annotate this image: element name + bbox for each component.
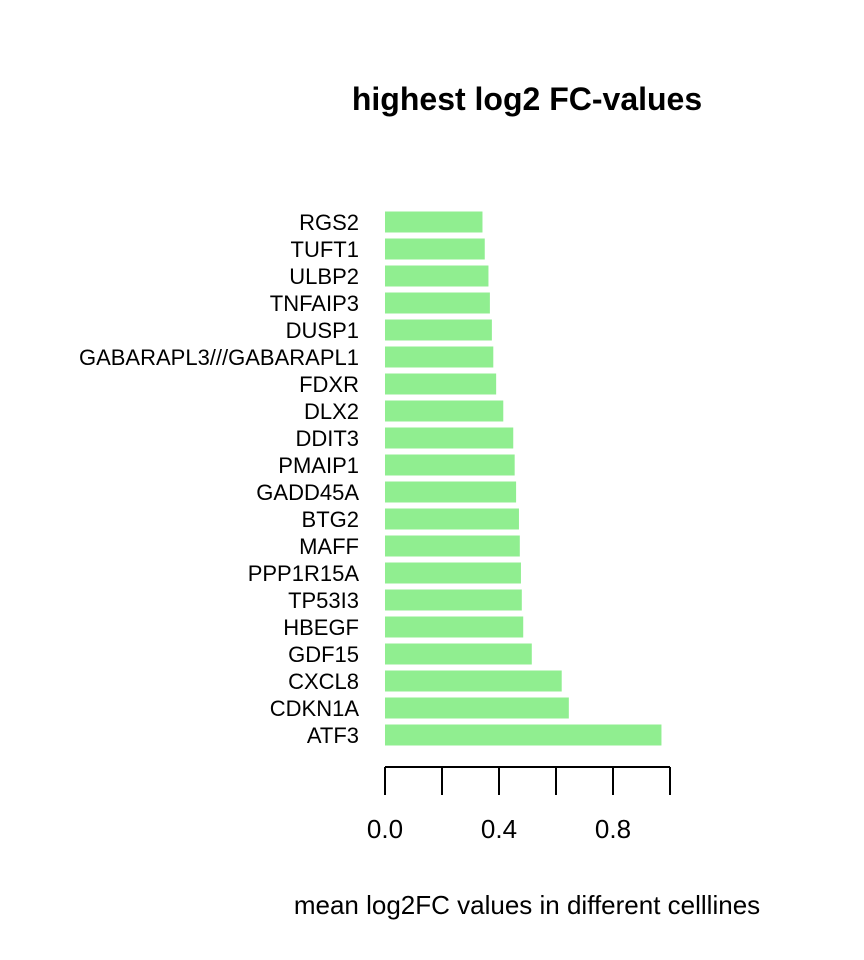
bar-ulbp2 xyxy=(385,265,489,287)
category-label: RGS2 xyxy=(299,210,359,235)
category-label: DLX2 xyxy=(304,399,359,424)
x-axis-title: mean log2FC values in different cellline… xyxy=(294,890,760,920)
category-label: ATF3 xyxy=(307,723,359,748)
bar-pmaip1 xyxy=(385,454,515,476)
category-label: TUFT1 xyxy=(291,237,359,262)
bar-maff xyxy=(385,535,520,557)
bar-tp53i3 xyxy=(385,589,522,611)
category-label: DUSP1 xyxy=(286,318,359,343)
bar-btg2 xyxy=(385,508,519,530)
category-label: CDKN1A xyxy=(270,696,360,721)
x-tick-label: 0.0 xyxy=(367,814,403,844)
bar-ppp1r15a xyxy=(385,562,521,584)
category-label: CXCL8 xyxy=(288,669,359,694)
x-tick-label: 0.4 xyxy=(481,814,517,844)
bars-group xyxy=(385,211,662,746)
bar-atf3 xyxy=(385,724,662,746)
category-label: MAFF xyxy=(299,534,359,559)
category-label: GABARAPL3///GABARAPL1 xyxy=(79,345,359,370)
category-label: FDXR xyxy=(299,372,359,397)
category-label: GADD45A xyxy=(256,480,359,505)
chart-title: highest log2 FC-values xyxy=(352,81,702,117)
category-label: DDIT3 xyxy=(295,426,359,451)
bar-ddit3 xyxy=(385,427,514,449)
x-axis: 0.0 0.4 0.8 xyxy=(367,766,671,844)
bar-dlx2 xyxy=(385,400,504,422)
x-tick-label: 0.8 xyxy=(595,814,631,844)
category-label: PPP1R15A xyxy=(248,561,360,586)
bar-dusp1 xyxy=(385,319,492,341)
category-label: HBEGF xyxy=(283,615,359,640)
category-label: TNFAIP3 xyxy=(270,291,359,316)
category-labels: ATF3CDKN1ACXCL8GDF15HBEGFTP53I3PPP1R15AM… xyxy=(79,210,359,748)
bar-hbegf xyxy=(385,616,524,638)
category-label: ULBP2 xyxy=(289,264,359,289)
bar-fdxr xyxy=(385,373,497,395)
bar-cdkn1a xyxy=(385,697,569,719)
category-label: GDF15 xyxy=(288,642,359,667)
bar-gabarapl3-gabarapl1 xyxy=(385,346,494,368)
bar-tuft1 xyxy=(385,238,485,260)
bar-rgs2 xyxy=(385,211,483,233)
bar-cxcl8 xyxy=(385,670,562,692)
category-label: BTG2 xyxy=(302,507,359,532)
category-label: TP53I3 xyxy=(288,588,359,613)
category-label: PMAIP1 xyxy=(278,453,359,478)
bar-gadd45a xyxy=(385,481,517,503)
bar-tnfaip3 xyxy=(385,292,490,314)
bar-gdf15 xyxy=(385,643,532,665)
